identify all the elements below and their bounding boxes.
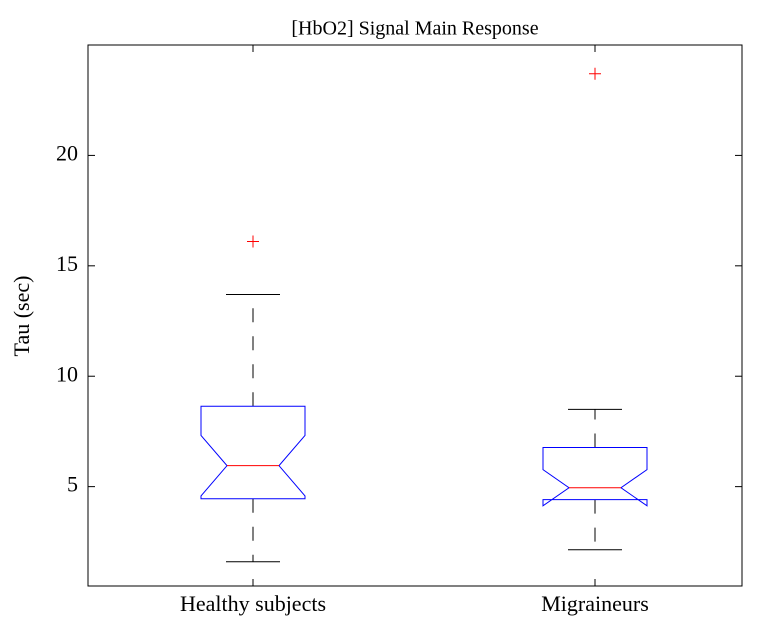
x-tick-label: Healthy subjects bbox=[180, 591, 326, 616]
outlier bbox=[589, 67, 601, 80]
box bbox=[200, 405, 306, 500]
plot-frame bbox=[87, 44, 743, 587]
outlier bbox=[247, 235, 259, 248]
x-tick-label: Migraineurs bbox=[541, 591, 649, 616]
y-tick-label: 15 bbox=[56, 251, 78, 276]
y-axis-label: Tau (sec) bbox=[9, 276, 34, 357]
chart-title: [HbO2] Signal Main Response bbox=[291, 18, 538, 40]
box bbox=[542, 447, 648, 507]
y-tick-label: 5 bbox=[67, 472, 78, 497]
y-tick-label: 20 bbox=[56, 140, 78, 165]
y-tick-label: 10 bbox=[56, 361, 78, 386]
